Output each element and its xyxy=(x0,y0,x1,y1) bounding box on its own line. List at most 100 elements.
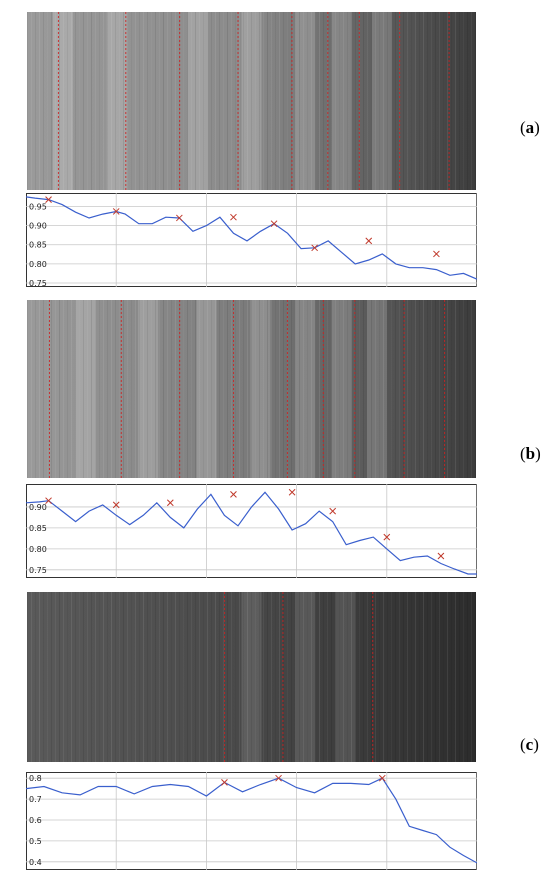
striation xyxy=(67,12,68,190)
striation xyxy=(191,300,192,478)
striation xyxy=(351,300,352,478)
striation xyxy=(323,592,324,762)
striation xyxy=(103,592,104,762)
peak-marker-6 xyxy=(383,533,391,541)
panel-label-b-text: b xyxy=(525,444,536,463)
y-tick-label-0: 0.95 xyxy=(29,202,47,211)
striation xyxy=(263,592,264,762)
striation xyxy=(303,592,304,762)
striation xyxy=(71,592,72,762)
peak-marker-4 xyxy=(288,488,296,496)
striation xyxy=(175,300,176,478)
striation xyxy=(139,300,140,478)
striation xyxy=(267,12,268,190)
striation xyxy=(379,592,380,762)
striation xyxy=(319,592,320,762)
bright-band-1 xyxy=(295,592,316,762)
striation xyxy=(183,300,184,478)
striation xyxy=(71,300,72,478)
striation xyxy=(215,300,216,478)
plot-frame xyxy=(26,193,477,287)
striation xyxy=(387,12,388,190)
striation xyxy=(427,12,428,190)
y-tick-label-1: 0.90 xyxy=(29,222,47,231)
panel-label-b: (b) xyxy=(520,444,541,463)
striation xyxy=(35,12,36,190)
striation xyxy=(183,12,184,190)
striation xyxy=(203,12,204,190)
striation xyxy=(367,592,368,762)
striation xyxy=(211,300,212,478)
striation xyxy=(151,12,152,190)
striation xyxy=(319,300,320,478)
striation xyxy=(387,592,388,762)
striation xyxy=(71,12,72,190)
spectrogram-image-b xyxy=(27,300,476,478)
striation xyxy=(267,300,268,478)
bright-band-6 xyxy=(367,300,388,478)
striation xyxy=(43,592,44,762)
striation xyxy=(67,300,68,478)
striation xyxy=(163,300,164,478)
striation xyxy=(251,592,252,762)
striation xyxy=(83,300,84,478)
bright-band-0 xyxy=(52,12,73,190)
striation xyxy=(155,592,156,762)
striation xyxy=(215,592,216,762)
striation xyxy=(207,592,208,762)
striation xyxy=(131,300,132,478)
striation xyxy=(367,300,368,478)
striation xyxy=(235,12,236,190)
striation xyxy=(167,592,168,762)
striation xyxy=(27,12,28,190)
striation xyxy=(435,12,436,190)
striation xyxy=(271,300,272,478)
panel-label-a: (a) xyxy=(520,118,540,137)
striation xyxy=(75,300,76,478)
striation xyxy=(83,592,84,762)
striation xyxy=(247,12,248,190)
striation xyxy=(51,300,52,478)
striation xyxy=(283,592,284,762)
line-plot-svg-a: 0.95 0.90 0.85 0.80 0.75 xyxy=(26,193,477,287)
plot-frame xyxy=(26,772,477,870)
striation xyxy=(371,300,372,478)
y-tick-label-3: 0.75 xyxy=(29,566,47,575)
striation xyxy=(415,12,416,190)
striation xyxy=(315,300,316,478)
striation xyxy=(335,12,336,190)
striation xyxy=(135,592,136,762)
striation xyxy=(275,12,276,190)
striation xyxy=(299,12,300,190)
striation xyxy=(371,592,372,762)
striation xyxy=(47,300,48,478)
image-background xyxy=(27,12,476,190)
striation xyxy=(299,592,300,762)
spectrogram-image-c xyxy=(27,592,476,762)
striation xyxy=(211,12,212,190)
striation xyxy=(323,12,324,190)
striation xyxy=(359,300,360,478)
striation xyxy=(67,592,68,762)
striation xyxy=(267,592,268,762)
striation xyxy=(39,300,40,478)
striation xyxy=(63,12,64,190)
striation xyxy=(99,592,100,762)
spectrogram-svg-c xyxy=(27,592,476,762)
striation xyxy=(31,300,32,478)
striation xyxy=(171,12,172,190)
striation xyxy=(343,592,344,762)
striation xyxy=(395,300,396,478)
striation xyxy=(419,592,420,762)
striation xyxy=(443,12,444,190)
striation xyxy=(435,300,436,478)
y-tick-label-0: 0.8 xyxy=(29,774,42,783)
striation xyxy=(91,300,92,478)
striation xyxy=(199,300,200,478)
spectrogram-svg-a xyxy=(27,12,476,190)
striation xyxy=(383,592,384,762)
striation xyxy=(127,592,128,762)
bright-band-0 xyxy=(75,300,96,478)
striation xyxy=(259,592,260,762)
striation xyxy=(27,300,28,478)
